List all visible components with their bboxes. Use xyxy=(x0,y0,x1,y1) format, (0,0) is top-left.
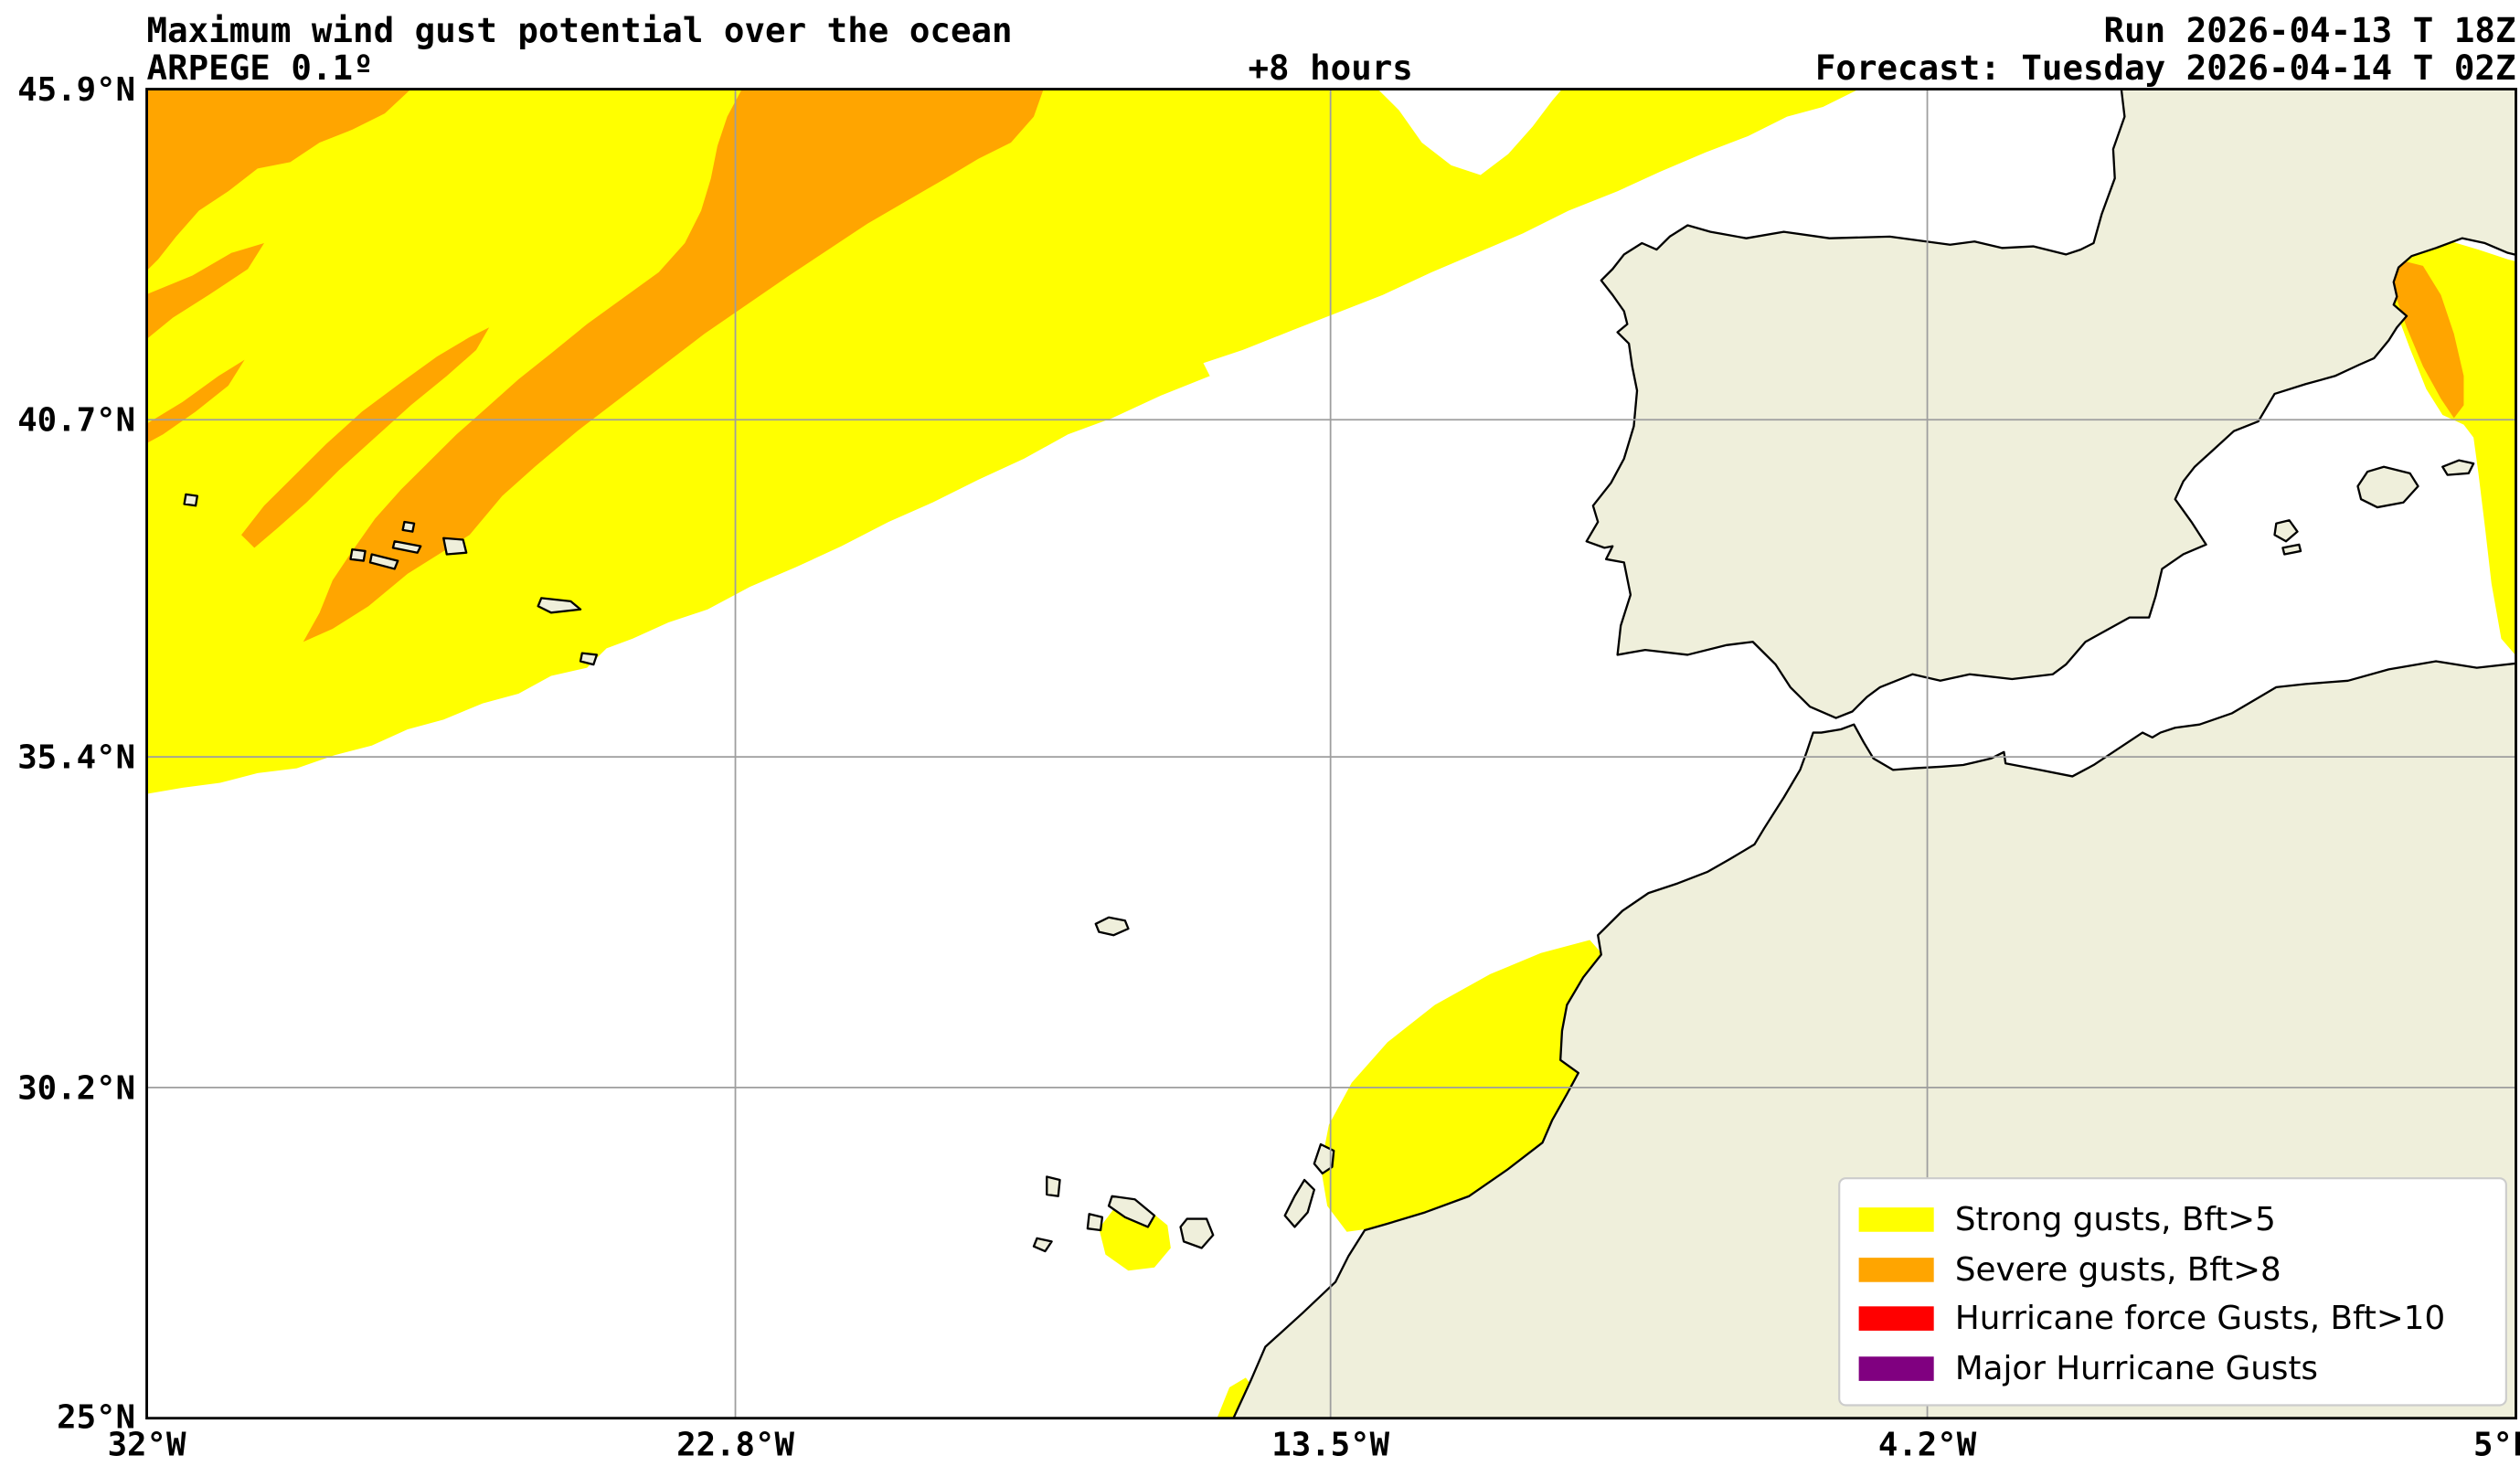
lon-tick-32w: 32°W xyxy=(108,1427,186,1464)
lon-tick-22-8w: 22.8°W xyxy=(676,1427,794,1464)
gust-region-strong-gulf-of-lion xyxy=(2374,239,2516,656)
legend-label-hurricane: Hurricane force Gusts, Bft>10 xyxy=(1955,1300,2445,1337)
legend-swatch-hurricane xyxy=(1858,1306,1934,1331)
legend-label-severe: Severe gusts, Bft>8 xyxy=(1955,1251,2281,1289)
lon-tick-5e: 5°E xyxy=(2473,1427,2520,1464)
lon-tick-4-2w: 4.2°W xyxy=(1878,1427,1977,1464)
legend-swatch-major-hurricane xyxy=(1858,1356,1934,1381)
gust-region-severe-northwest-corner xyxy=(146,89,411,271)
lat-tick-25n: 25°N xyxy=(57,1398,135,1436)
forecast-label: Forecast: Tuesday 2026-04-14 T 02Z xyxy=(1815,48,2516,88)
lon-tick-13-5w: 13.5°W xyxy=(1271,1427,1389,1464)
run-label: Run 2026-04-13 T 18Z xyxy=(2104,10,2516,50)
lat-tick-45-9n: 45.9°N xyxy=(17,71,135,109)
lat-tick-35-4n: 35.4°N xyxy=(17,739,135,777)
gust-region-severe-west-streak xyxy=(146,243,264,339)
lat-tick-40-7n: 40.7°N xyxy=(17,402,135,440)
model-label: ARPEGE 0.1º xyxy=(147,48,374,88)
legend-label-major-hurricane: Major Hurricane Gusts xyxy=(1955,1350,2318,1387)
land-iberia-france xyxy=(1585,89,2516,719)
islands xyxy=(183,459,2475,1253)
figure-title: Maximum wind gust potential over the oce… xyxy=(147,10,1013,50)
plot-border xyxy=(145,88,2517,1420)
legend-label-strong: Strong gusts, Bft>5 xyxy=(1955,1201,2276,1238)
legend-swatch-strong xyxy=(1858,1207,1934,1232)
gust-region-strong-main-atlantic xyxy=(146,89,1859,794)
legend-box xyxy=(1838,1177,2507,1407)
legend: Strong gusts, Bft>5 Severe gusts, Bft>8 … xyxy=(1838,1177,2507,1407)
gust-region-strong-morocco-coast xyxy=(1320,940,1603,1232)
legend-swatch-severe xyxy=(1858,1258,1934,1282)
gust-region-severe-main-band xyxy=(303,89,1044,643)
lat-tick-30-2n: 30.2°N xyxy=(17,1069,135,1107)
gust-region-severe-edge-streak xyxy=(146,359,245,443)
gust-region-severe-parallel-streak xyxy=(241,327,490,548)
gust-region-severe-gulf-of-lion xyxy=(2387,259,2464,419)
lead-time-label: +8 hours xyxy=(1248,48,1412,88)
